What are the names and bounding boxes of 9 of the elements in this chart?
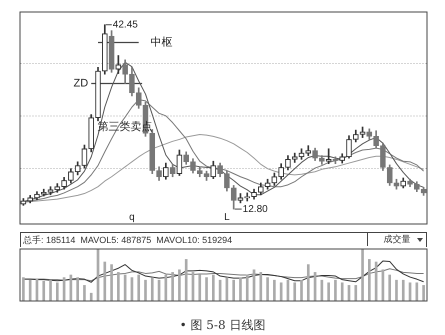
ref-line-label: 中枢 [150, 35, 173, 48]
text: • 图 5-8 日线图 [178, 317, 266, 334]
annotation: q [129, 212, 135, 223]
chart-title: 总手: 185114 MAVOL5: 487875 MAVOL10: 519294 [23, 234, 232, 247]
ref-line-label: ZD [74, 78, 88, 90]
annotation: L [224, 212, 230, 223]
annotation: 42.45 [112, 19, 138, 30]
text: 成交量 [367, 233, 426, 246]
annotation: 12.80 [242, 204, 268, 215]
